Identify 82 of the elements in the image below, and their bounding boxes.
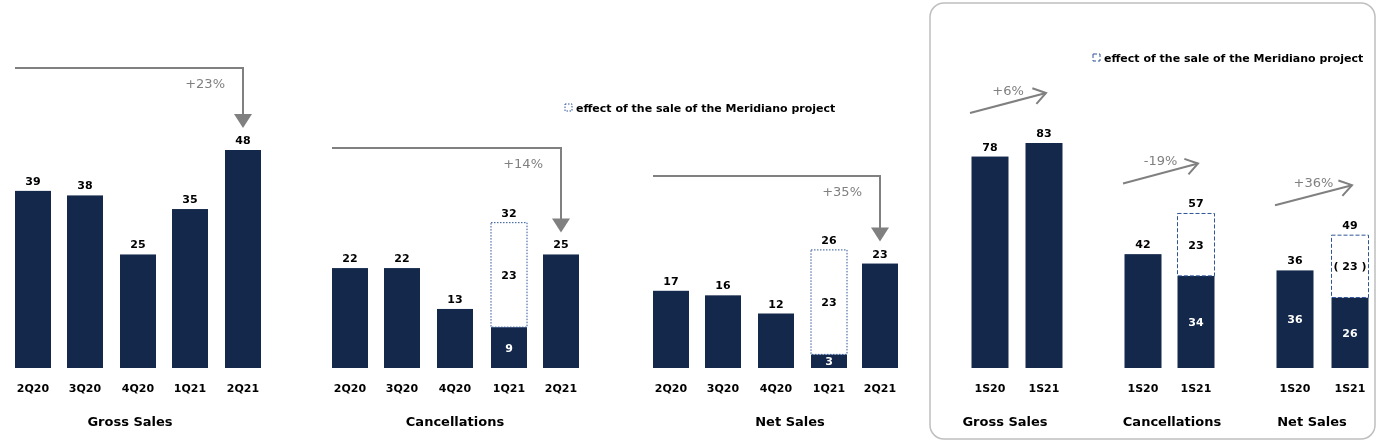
x-tick-label: 2Q21 xyxy=(863,382,897,395)
total-label: 25 xyxy=(553,238,569,252)
x-tick-label: 2Q20 xyxy=(16,382,50,395)
x-axis-title: Net Sales xyxy=(1277,414,1348,429)
data-label: 23 xyxy=(501,268,517,282)
total-label: 13 xyxy=(447,292,463,306)
x-axis-title: Net Sales xyxy=(755,414,826,429)
total-label: 49 xyxy=(1342,219,1358,233)
bar xyxy=(862,263,898,368)
data-label: 23 xyxy=(821,296,837,310)
x-tick-label: 4Q20 xyxy=(759,382,793,395)
bar xyxy=(15,190,51,368)
legend-label: effect of the sale of the Meridiano project xyxy=(576,102,836,115)
x-tick-label: 1S21 xyxy=(1334,382,1366,395)
x-tick-label: 1S20 xyxy=(974,382,1006,395)
data-label: ( 23 ) xyxy=(1333,260,1367,274)
x-tick-label: 4Q20 xyxy=(438,382,472,395)
bar xyxy=(490,222,528,328)
data-label: 38 xyxy=(77,179,93,193)
bar xyxy=(811,354,847,368)
x-tick-label: 2Q20 xyxy=(333,382,367,395)
x-tick-label: 3Q20 xyxy=(385,382,419,395)
text: +23% xyxy=(185,76,225,91)
data-label: 35 xyxy=(182,193,198,207)
legend-label: effect of the sale of the Meridiano project xyxy=(1104,52,1364,65)
x-tick-label: 1S21 xyxy=(1028,382,1060,395)
total-label: 57 xyxy=(1188,197,1204,211)
total-label: 12 xyxy=(768,297,784,311)
total-label: 32 xyxy=(501,206,517,220)
total-label: 22 xyxy=(342,252,358,266)
bar xyxy=(653,290,689,368)
x-tick-label: 2Q21 xyxy=(544,382,578,395)
text: +35% xyxy=(822,184,862,199)
total-label: 26 xyxy=(821,233,837,247)
text: +36% xyxy=(1293,175,1334,191)
x-tick-label: 1Q21 xyxy=(492,382,526,395)
x-tick-label: 1Q21 xyxy=(173,382,207,395)
bar xyxy=(758,313,794,368)
data-label: 48 xyxy=(235,134,251,147)
x-axis-title: Gross Sales xyxy=(962,414,1048,429)
bar xyxy=(705,295,741,368)
x-tick-label: 3Q20 xyxy=(68,382,102,395)
bar xyxy=(225,150,261,368)
data-label: 83 xyxy=(1036,127,1052,140)
text: -19% xyxy=(1143,153,1178,169)
x-axis-title: Cancellations xyxy=(405,414,505,429)
text: +6% xyxy=(992,83,1024,98)
bar xyxy=(491,327,527,368)
x-tick-label: 3Q20 xyxy=(706,382,740,395)
data-label: 9 xyxy=(505,341,513,355)
bar xyxy=(172,209,208,368)
data-label: 25 xyxy=(130,238,146,252)
bar xyxy=(67,195,103,368)
bar xyxy=(120,254,156,368)
x-tick-label: 4Q20 xyxy=(121,382,155,395)
bar xyxy=(810,249,848,355)
total-label: 16 xyxy=(715,279,731,293)
data-label: 34 xyxy=(1188,315,1204,329)
text: +14% xyxy=(503,156,543,171)
data-label: 36 xyxy=(1287,313,1303,327)
x-tick-label: 1S20 xyxy=(1279,382,1311,395)
x-tick-label: 2Q20 xyxy=(654,382,688,395)
x-axis-title: Gross Sales xyxy=(87,414,173,429)
total-label: 22 xyxy=(394,252,410,266)
x-axis-title: Cancellations xyxy=(1122,414,1222,429)
x-tick-label: 1S20 xyxy=(1127,382,1159,395)
bar xyxy=(437,308,473,368)
total-label: 36 xyxy=(1287,254,1303,268)
data-label: 3 xyxy=(825,355,833,369)
bar xyxy=(332,268,368,368)
x-tick-label: 1S21 xyxy=(1180,382,1212,395)
x-tick-label: 2Q21 xyxy=(226,382,260,395)
data-label: 39 xyxy=(25,174,41,188)
data-label: 23 xyxy=(1188,238,1204,252)
bar xyxy=(543,254,579,368)
total-label: 23 xyxy=(872,247,888,261)
data-label: 26 xyxy=(1342,326,1358,340)
total-label: 17 xyxy=(663,274,679,288)
total-label: 42 xyxy=(1135,238,1151,252)
data-label: 78 xyxy=(982,140,998,154)
x-tick-label: 1Q21 xyxy=(812,382,846,395)
bar xyxy=(384,268,420,368)
